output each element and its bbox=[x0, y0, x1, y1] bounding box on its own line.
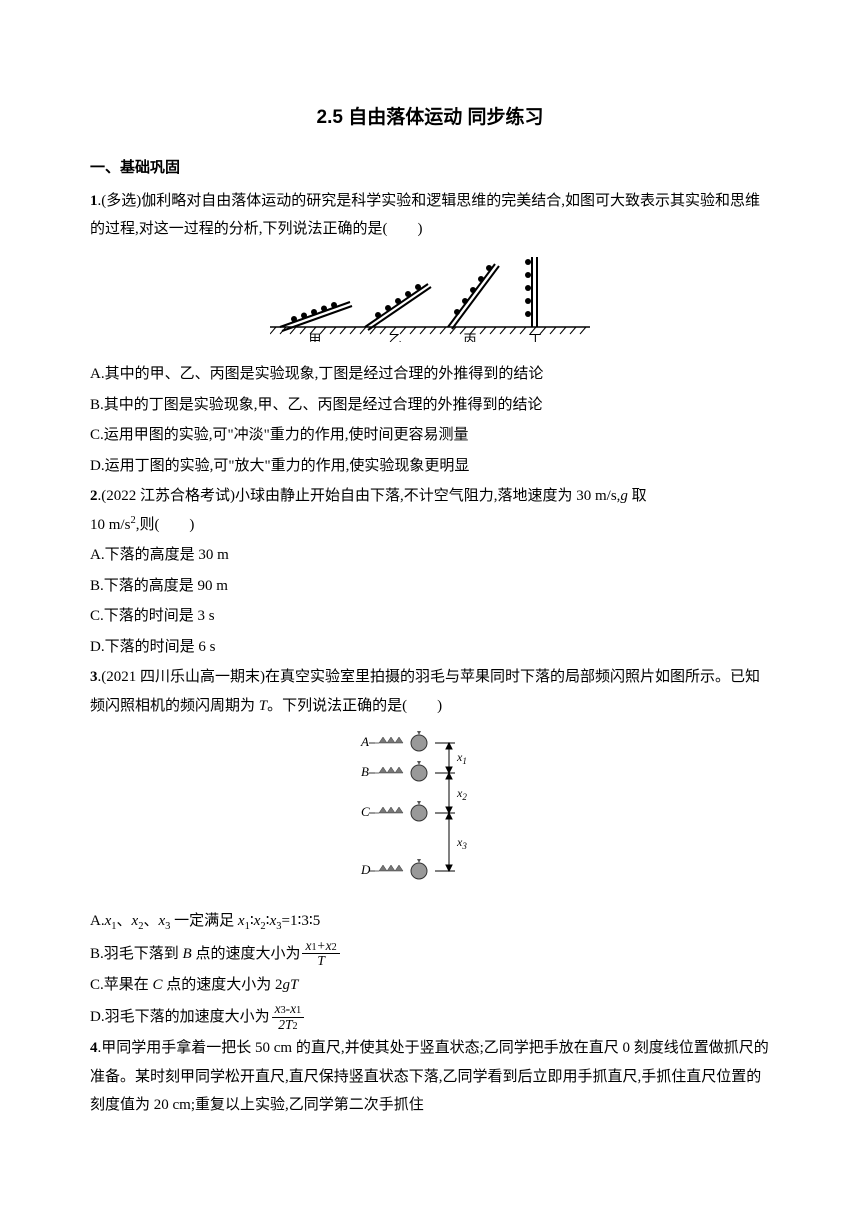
question-3: 3.(2021 四川乐山高一期末)在真空实验室里拍摄的羽毛与苹果同时下落的局部频… bbox=[90, 663, 770, 720]
q3-option-a: A.x1、x2、x3 一定满足 x1∶x2∶x3=1∶3∶5 bbox=[90, 907, 770, 937]
q4-text: .甲同学用手拿着一把长 50 cm 的直尺,并使其处于竖直状态;乙同学把手放在直… bbox=[90, 1040, 769, 1113]
q1-option-c: C.运用甲图的实验,可"冲淡"重力的作用,使时间更容易测量 bbox=[90, 421, 770, 450]
svg-text:C: C bbox=[361, 804, 370, 819]
svg-text:x3: x3 bbox=[456, 835, 467, 851]
q2-num: 2 bbox=[90, 488, 98, 504]
strobe-diagram: A B C D bbox=[325, 728, 535, 888]
svg-text:甲: 甲 bbox=[308, 332, 321, 342]
q1-option-d: D.运用丁图的实验,可"放大"重力的作用,使实验现象更明显 bbox=[90, 452, 770, 481]
q1-option-a: A.其中的甲、乙、丙图是实验现象,丁图是经过合理的外推得到的结论 bbox=[90, 360, 770, 389]
q3-option-d: D.羽毛下落的加速度大小为x3-x12T2 bbox=[90, 1002, 770, 1033]
q4-num: 4 bbox=[90, 1040, 98, 1056]
q1-figure: 甲 乙 丙 丁 bbox=[90, 252, 770, 353]
q3-num: 3 bbox=[90, 669, 98, 685]
q2-option-a: A.下落的高度是 30 m bbox=[90, 541, 770, 570]
q2-intro-a: .(2022 江苏合格考试)小球由静止开始自由下落,不计空气阻力,落地速度为 3… bbox=[98, 488, 621, 504]
q1-intro: .(多选)伽利略对自由落体运动的研究是科学实验和逻辑思维的完美结合,如图可大致表… bbox=[90, 193, 760, 238]
svg-text:x2: x2 bbox=[456, 786, 467, 802]
svg-text:x1: x1 bbox=[456, 750, 467, 766]
q2-intro-c: 10 m/s bbox=[90, 517, 130, 533]
svg-text:B: B bbox=[361, 764, 369, 779]
q3-option-c: C.苹果在 C 点的速度大小为 2gT bbox=[90, 971, 770, 1000]
svg-text:A: A bbox=[360, 734, 369, 749]
svg-text:丙: 丙 bbox=[463, 332, 476, 342]
svg-text:丁: 丁 bbox=[528, 332, 541, 342]
svg-text:乙: 乙 bbox=[388, 332, 401, 342]
q3-T: T bbox=[259, 698, 267, 714]
q1-num: 1 bbox=[90, 193, 98, 209]
q2-g: g bbox=[620, 488, 628, 504]
q1-option-b: B.其中的丁图是实验现象,甲、乙、丙图是经过合理的外推得到的结论 bbox=[90, 391, 770, 420]
section-heading: 一、基础巩固 bbox=[90, 154, 770, 183]
q3-figure: A B C D bbox=[90, 728, 770, 899]
page-title: 2.5 自由落体运动 同步练习 bbox=[90, 100, 770, 136]
question-1: 1.(多选)伽利略对自由落体运动的研究是科学实验和逻辑思维的完美结合,如图可大致… bbox=[90, 187, 770, 244]
question-4: 4.甲同学用手拿着一把长 50 cm 的直尺,并使其处于竖直状态;乙同学把手放在… bbox=[90, 1034, 770, 1120]
q2-intro-d: ,则( ) bbox=[136, 517, 195, 533]
q3-intro-b: 。下列说法正确的是( ) bbox=[267, 698, 442, 714]
q2-option-d: D.下落的时间是 6 s bbox=[90, 633, 770, 662]
svg-text:D: D bbox=[360, 862, 371, 877]
question-2: 2.(2022 江苏合格考试)小球由静止开始自由下落,不计空气阻力,落地速度为 … bbox=[90, 482, 770, 539]
q2-option-c: C.下落的时间是 3 s bbox=[90, 602, 770, 631]
q2-option-b: B.下落的高度是 90 m bbox=[90, 572, 770, 601]
ramp-diagram: 甲 乙 丙 丁 bbox=[270, 252, 590, 342]
q2-intro-b: 取 bbox=[628, 488, 647, 504]
q3-option-b: B.羽毛下落到 B 点的速度大小为x1+x2T bbox=[90, 939, 770, 970]
